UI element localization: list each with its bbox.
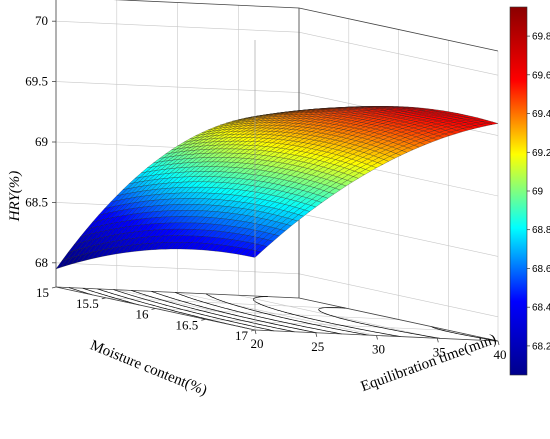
- y-tick-label: 15.5: [76, 296, 99, 311]
- z-tick-label: 69: [35, 134, 48, 149]
- colorbar-tick-label: 69.4: [532, 109, 550, 120]
- colorbar-tick-labels: 68.2 68.4 68.6 68.8 69 69.2 69.4 69.6 69.8: [527, 32, 550, 352]
- grid-line: [55, 20, 300, 33]
- y-tick-label: 17: [235, 328, 249, 343]
- z-tick-label: 68: [35, 255, 48, 270]
- y-tick-mark: [151, 308, 156, 310]
- grid-line: [298, 213, 499, 257]
- box-edge: [298, 297, 499, 342]
- grid-line: [298, 31, 499, 76]
- y-tick-label: 15: [36, 285, 49, 300]
- colorbar: [509, 6, 528, 376]
- grid-line: [55, 262, 300, 275]
- y-tick-labels: 15 15.5 16 16.5 17: [36, 285, 256, 343]
- x-tick-mark: [254, 329, 257, 335]
- x-tick-label: 20: [251, 336, 264, 351]
- colorbar-tick-label: 69.8: [532, 32, 550, 43]
- y-tick-label: 16.5: [176, 317, 199, 332]
- contour-line: [431, 326, 499, 342]
- contour-line: [151, 290, 318, 334]
- x-tick-mark: [315, 332, 318, 337]
- contour-line: [205, 293, 370, 336]
- colorbar-tick-label: 68.4: [532, 303, 550, 314]
- z-tick-label: 68.5: [25, 194, 48, 209]
- box-edge: [113, 0, 300, 9]
- response-surface: [55, 106, 499, 270]
- surface-patch: [249, 250, 262, 258]
- colorbar-tick-label: 69.6: [532, 70, 550, 81]
- x-tick-labels: 20 25 30 35 40: [251, 329, 507, 362]
- floor-contours: [68, 287, 499, 342]
- box-edge: [55, 286, 300, 299]
- x-tick-label: 25: [311, 339, 324, 354]
- grid-line: [298, 273, 499, 318]
- y-tick-mark: [201, 318, 206, 321]
- x-tick-mark: [436, 338, 439, 343]
- z-tick-labels: 68 68.5 69 69.5 70: [25, 13, 56, 270]
- box-edge: [298, 7, 499, 52]
- axes-box-back: [55, 0, 499, 342]
- y-tick-label: 16: [136, 307, 150, 322]
- colorbar-tick-label: 69: [532, 187, 544, 198]
- x-tick-label: 35: [433, 344, 446, 359]
- x-tick-mark: [376, 335, 378, 340]
- grid-line: [155, 308, 399, 320]
- z-tick-label: 69.5: [25, 74, 48, 89]
- x-tick-label: 30: [372, 342, 385, 357]
- y-tick-mark: [101, 297, 106, 300]
- y-tick-mark: [51, 286, 57, 289]
- colorbar-tick-label: 68.2: [532, 341, 550, 352]
- colorbar-tick-label: 68.8: [532, 225, 550, 236]
- contour-line: [131, 290, 295, 333]
- contour-line: [175, 292, 342, 335]
- y-tick-mark: [250, 329, 256, 332]
- x-tick-mark: [497, 340, 500, 346]
- y-axis-title: Moisture content(%): [88, 338, 209, 399]
- colorbar-tick-label: 68.6: [532, 264, 550, 275]
- contour-line: [318, 307, 441, 339]
- contour-line: [113, 289, 275, 332]
- grid-line: [55, 81, 300, 93]
- colorbar-tick-label: 69.2: [532, 148, 550, 159]
- z-tick-label: 70: [35, 13, 48, 28]
- x-tick-label: 40: [494, 347, 507, 362]
- z-axis-title: HRY(%): [7, 171, 23, 223]
